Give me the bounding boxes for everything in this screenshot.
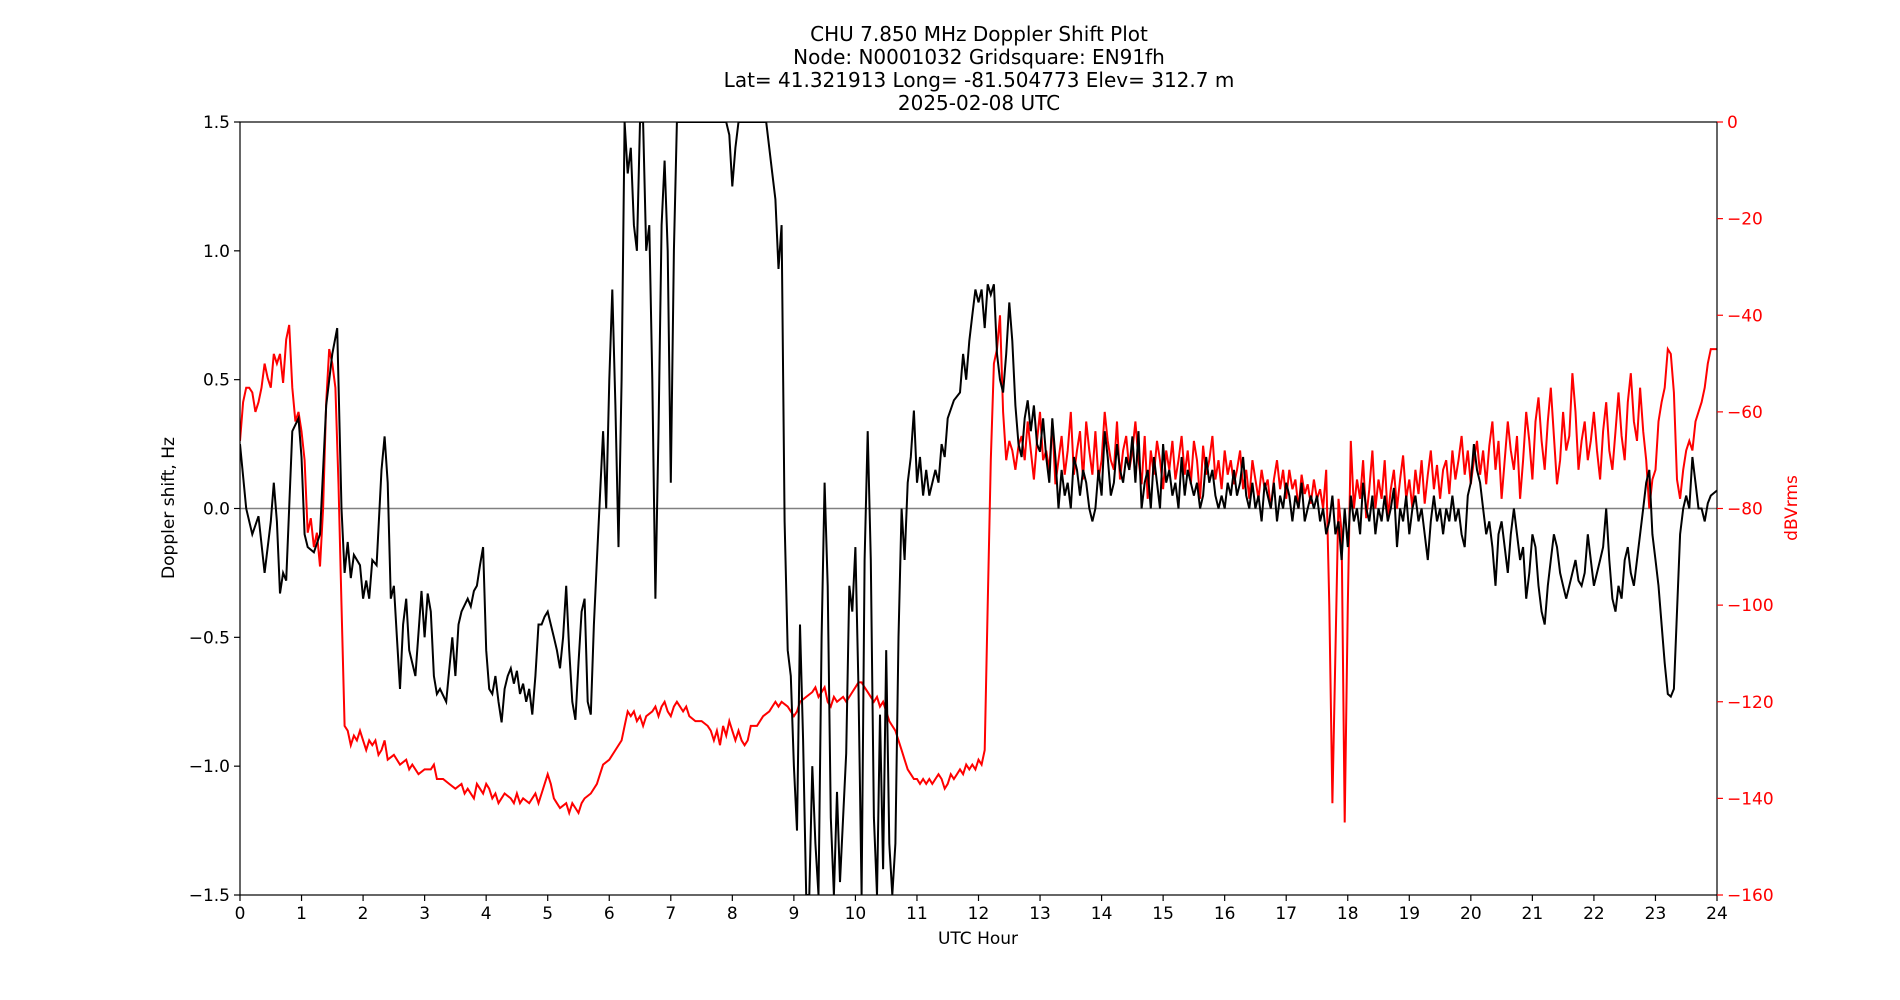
left-y-tick-label: −1.5	[189, 886, 230, 906]
x-tick-label: 20	[1460, 904, 1482, 924]
x-tick-label: 5	[542, 904, 553, 924]
right-y-axis-label: dBVrms	[1782, 475, 1802, 541]
x-tick-label: 22	[1583, 904, 1605, 924]
x-axis-label: UTC Hour	[938, 929, 1018, 949]
x-tick-label: 8	[727, 904, 738, 924]
x-tick-label: 3	[419, 904, 430, 924]
right-y-tick-label: −20	[1727, 210, 1763, 230]
x-tick-label: 24	[1706, 904, 1728, 924]
chart-title: CHU 7.850 MHz Doppler Shift Plot Node: N…	[724, 22, 1235, 115]
title-line-2: Node: N0001032 Gridsquare: EN91fh	[793, 45, 1165, 69]
x-tick-label: 1	[296, 904, 307, 924]
x-tick-label: 23	[1645, 904, 1667, 924]
x-tick-label: 17	[1275, 904, 1297, 924]
x-tick-label: 15	[1152, 904, 1174, 924]
right-y-tick-label: −120	[1727, 693, 1774, 713]
x-tick-label: 10	[845, 904, 867, 924]
right-y-axis-ticks: 0 −20 −40 −60 −80 −100 −120 −140 −160	[1717, 113, 1774, 906]
x-tick-label: 13	[1029, 904, 1051, 924]
x-tick-label: 16	[1214, 904, 1236, 924]
x-tick-label: 0	[235, 904, 246, 924]
x-tick-label: 14	[1091, 904, 1113, 924]
x-tick-label: 11	[906, 904, 928, 924]
left-y-tick-label: −0.5	[189, 628, 230, 648]
title-line-1: CHU 7.850 MHz Doppler Shift Plot	[810, 22, 1148, 46]
signal-power-line	[240, 315, 1717, 823]
plot-area	[240, 122, 1717, 895]
right-y-tick-label: −140	[1727, 789, 1774, 809]
title-line-3: Lat= 41.321913 Long= -81.504773 Elev= 31…	[724, 68, 1235, 92]
x-axis-ticks: 0 1 2 3 4 5 6 7 8 9 10 11 12 13 14 15 16 17 18 19 20 21 22 23 24	[235, 895, 1728, 924]
left-y-axis-ticks: 1.5 1.0 0.5 0.0 −0.5 −1.0 −1.5	[189, 113, 240, 906]
right-y-tick-label: −40	[1727, 306, 1763, 326]
left-y-tick-label: −1.0	[189, 757, 230, 777]
left-y-tick-label: 0.5	[203, 371, 230, 391]
x-tick-label: 6	[604, 904, 615, 924]
x-tick-label: 12	[968, 904, 990, 924]
right-y-tick-label: 0	[1727, 113, 1738, 133]
x-tick-label: 7	[665, 904, 676, 924]
left-y-tick-label: 0.0	[203, 500, 230, 520]
x-tick-label: 19	[1398, 904, 1420, 924]
right-y-tick-label: −100	[1727, 596, 1774, 616]
x-tick-label: 2	[358, 904, 369, 924]
x-tick-label: 18	[1337, 904, 1359, 924]
x-tick-label: 4	[481, 904, 492, 924]
right-y-tick-label: −60	[1727, 403, 1763, 423]
x-tick-label: 21	[1522, 904, 1544, 924]
title-line-4: 2025-02-08 UTC	[898, 91, 1060, 115]
right-y-tick-label: −80	[1727, 500, 1763, 520]
left-y-tick-label: 1.5	[203, 113, 230, 133]
left-y-axis-label: Doppler shift, Hz	[159, 437, 179, 579]
left-y-tick-label: 1.0	[203, 242, 230, 262]
doppler-shift-line	[240, 122, 1717, 895]
x-tick-label: 9	[788, 904, 799, 924]
right-y-tick-label: −160	[1727, 886, 1774, 906]
